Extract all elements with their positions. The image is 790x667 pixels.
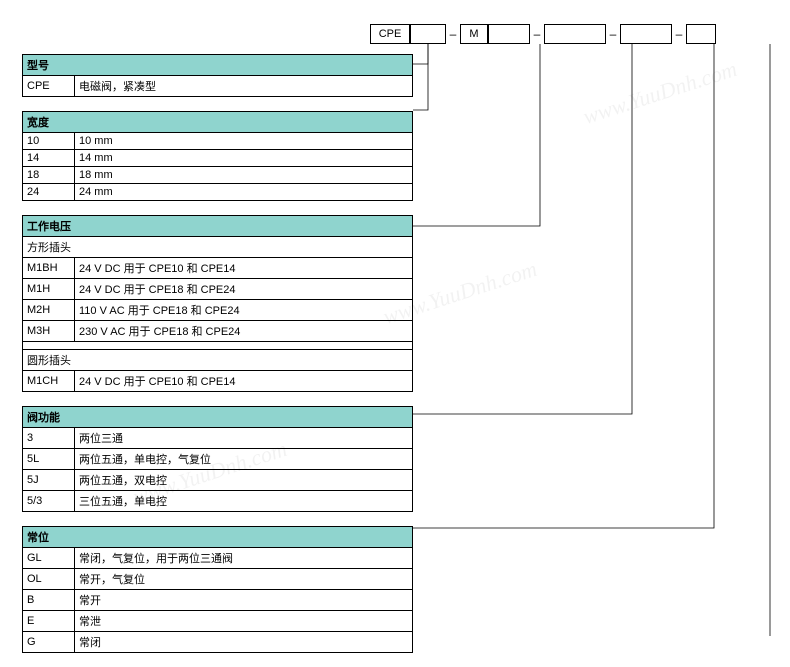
table-row: GL常闭，气复位，用于两位三通阀 xyxy=(23,548,413,569)
watermark: www.YuuDnh.com xyxy=(580,56,740,130)
code-box-1 xyxy=(410,24,446,44)
code-separator: – xyxy=(446,27,460,41)
row-code: 5L xyxy=(23,449,75,470)
table-row: M1H24 V DC 用于 CPE18 和 CPE24 xyxy=(23,279,413,300)
table-row: 5J两位五通，双电控 xyxy=(23,470,413,491)
row-code: 5J xyxy=(23,470,75,491)
table-subheader: 圆形插头 xyxy=(23,350,413,371)
row-desc: 两位五通，双电控 xyxy=(75,470,413,491)
row-code: GL xyxy=(23,548,75,569)
table-header: 宽度 xyxy=(23,112,413,133)
row-desc: 常开，气复位 xyxy=(75,569,413,590)
row-desc: 常泄 xyxy=(75,611,413,632)
row-desc: 14 mm xyxy=(75,150,413,167)
row-code: 10 xyxy=(23,133,75,150)
row-code: M2H xyxy=(23,300,75,321)
row-code: 18 xyxy=(23,167,75,184)
table-row: M2H110 V AC 用于 CPE18 和 CPE24 xyxy=(23,300,413,321)
row-desc: 24 V DC 用于 CPE10 和 CPE14 xyxy=(75,371,413,392)
spacer xyxy=(23,342,413,350)
table-row: B常开 xyxy=(23,590,413,611)
row-code: 5/3 xyxy=(23,491,75,512)
code-separator: – xyxy=(530,27,544,41)
order-code-row: CPE–M––– xyxy=(370,24,716,44)
row-desc: 常闭 xyxy=(75,632,413,653)
table-row: 1818 mm xyxy=(23,167,413,184)
code-box2-0: M xyxy=(460,24,488,44)
row-code: 14 xyxy=(23,150,75,167)
row-desc: 18 mm xyxy=(75,167,413,184)
table-row: E常泄 xyxy=(23,611,413,632)
table-header: 阀功能 xyxy=(23,407,413,428)
table-row: G常闭 xyxy=(23,632,413,653)
row-desc: 10 mm xyxy=(75,133,413,150)
row-code: OL xyxy=(23,569,75,590)
table-row: 1010 mm xyxy=(23,133,413,150)
table-header: 型号 xyxy=(23,55,413,76)
table-row: 5/3三位五通，单电控 xyxy=(23,491,413,512)
table-row: CPE电磁阀，紧凑型 xyxy=(23,76,413,97)
table-row: M3H230 V AC 用于 CPE18 和 CPE24 xyxy=(23,321,413,342)
row-desc: 24 mm xyxy=(75,184,413,201)
row-desc: 电磁阀，紧凑型 xyxy=(75,76,413,97)
code-box3-0 xyxy=(544,24,606,44)
row-desc: 24 V DC 用于 CPE18 和 CPE24 xyxy=(75,279,413,300)
row-desc: 两位五通，单电控，气复位 xyxy=(75,449,413,470)
table-header: 工作电压 xyxy=(23,216,413,237)
table-3: 阀功能3两位三通5L两位五通，单电控，气复位5J两位五通，双电控5/3三位五通，… xyxy=(22,406,413,512)
page: www.YuuDnh.com www.YuuDnh.com www.YuuDnh… xyxy=(0,0,790,640)
row-desc: 三位五通，单电控 xyxy=(75,491,413,512)
table-row: OL常开，气复位 xyxy=(23,569,413,590)
code-separator: – xyxy=(606,27,620,41)
code-box-0: CPE xyxy=(370,24,410,44)
row-code: G xyxy=(23,632,75,653)
tables-region: 型号CPE电磁阀，紧凑型宽度1010 mm1414 mm1818 mm2424 … xyxy=(22,54,413,667)
row-code: 24 xyxy=(23,184,75,201)
row-code: M3H xyxy=(23,321,75,342)
code-box2-1 xyxy=(488,24,530,44)
row-code: M1BH xyxy=(23,258,75,279)
table-header: 常位 xyxy=(23,527,413,548)
table-2: 工作电压方形插头M1BH24 V DC 用于 CPE10 和 CPE14M1H2… xyxy=(22,215,413,392)
code-separator: – xyxy=(672,27,686,41)
table-1: 宽度1010 mm1414 mm1818 mm2424 mm xyxy=(22,111,413,201)
code-box5-0 xyxy=(686,24,716,44)
row-code: M1H xyxy=(23,279,75,300)
row-desc: 常闭，气复位，用于两位三通阀 xyxy=(75,548,413,569)
row-code: 3 xyxy=(23,428,75,449)
table-subheader: 方形插头 xyxy=(23,237,413,258)
row-code: E xyxy=(23,611,75,632)
table-row: 1414 mm xyxy=(23,150,413,167)
row-desc: 110 V AC 用于 CPE18 和 CPE24 xyxy=(75,300,413,321)
code-box4-0 xyxy=(620,24,672,44)
row-desc: 230 V AC 用于 CPE18 和 CPE24 xyxy=(75,321,413,342)
row-desc: 常开 xyxy=(75,590,413,611)
row-code: CPE xyxy=(23,76,75,97)
table-row: 5L两位五通，单电控，气复位 xyxy=(23,449,413,470)
table-row: M1CH24 V DC 用于 CPE10 和 CPE14 xyxy=(23,371,413,392)
table-0: 型号CPE电磁阀，紧凑型 xyxy=(22,54,413,97)
row-code: B xyxy=(23,590,75,611)
table-row: 2424 mm xyxy=(23,184,413,201)
table-row: 3两位三通 xyxy=(23,428,413,449)
table-4: 常位GL常闭，气复位，用于两位三通阀OL常开，气复位B常开E常泄G常闭 xyxy=(22,526,413,653)
row-code: M1CH xyxy=(23,371,75,392)
row-desc: 24 V DC 用于 CPE10 和 CPE14 xyxy=(75,258,413,279)
table-row: M1BH24 V DC 用于 CPE10 和 CPE14 xyxy=(23,258,413,279)
row-desc: 两位三通 xyxy=(75,428,413,449)
